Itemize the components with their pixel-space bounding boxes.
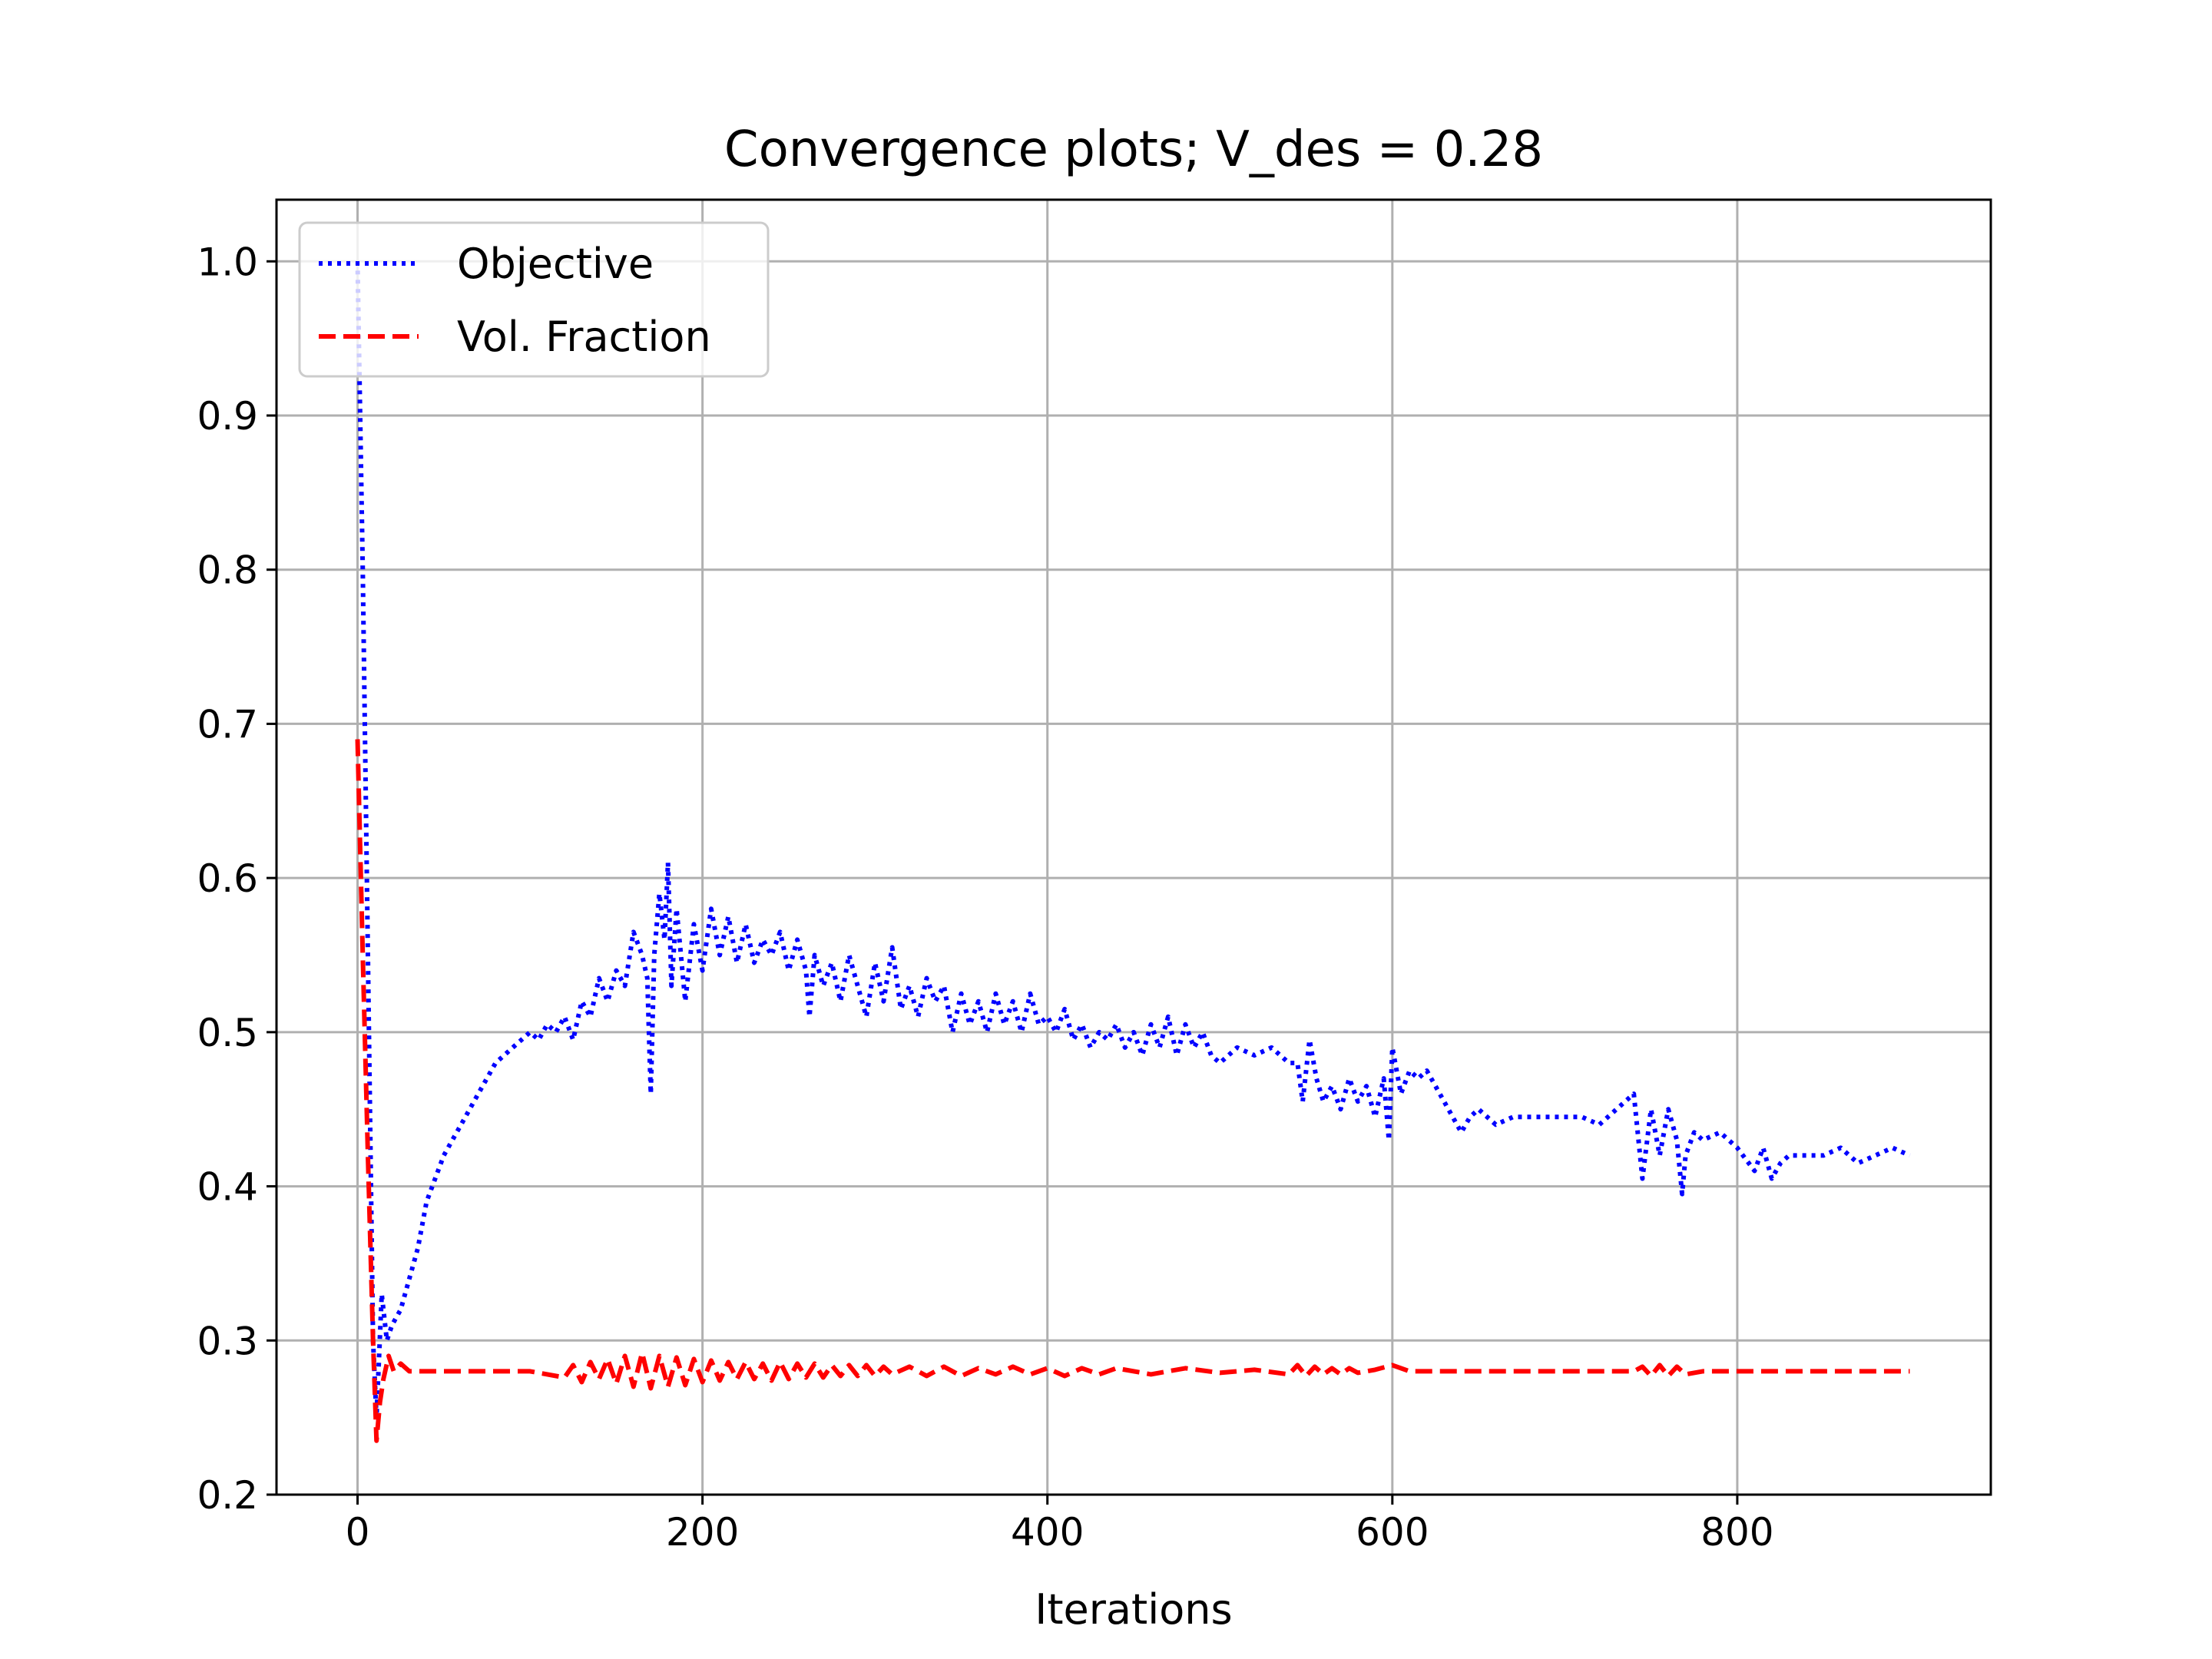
y-tick-label: 0.8 xyxy=(197,548,258,593)
series-line-objective xyxy=(355,261,1911,1420)
plot-frame xyxy=(275,198,1992,1496)
x-tick-label: 0 xyxy=(346,1510,370,1555)
grid xyxy=(276,200,1991,1496)
y-tick-label: 0.2 xyxy=(197,1473,258,1518)
y-tick-label: 0.9 xyxy=(197,394,258,439)
ticks: 0 200 400 600 800 0.2 0.3 0.4 0.5 0.6 0.7 0.8 0.9 1.0 xyxy=(197,240,1773,1555)
plot-area xyxy=(276,200,1991,1495)
y-tick-label: 0.6 xyxy=(197,856,258,901)
y-tick-label: 0.5 xyxy=(197,1011,258,1055)
series-layer xyxy=(355,261,1911,1443)
x-axis-label: Iterations xyxy=(1035,1585,1232,1634)
legend-box xyxy=(298,221,770,378)
y-tick-label: 0.3 xyxy=(197,1319,258,1363)
x-tick-label: 800 xyxy=(1700,1510,1773,1555)
series-line-vol-fraction xyxy=(355,739,1910,1443)
x-tick-label: 600 xyxy=(1356,1510,1429,1555)
x-tick-label: 200 xyxy=(666,1510,739,1555)
legend-label-vol-fraction: Vol. Fraction xyxy=(457,313,711,361)
legend: Objective Vol. Fraction xyxy=(298,221,770,378)
legend-label-objective: Objective xyxy=(457,240,654,288)
y-tick-label: 0.4 xyxy=(197,1165,258,1210)
y-tick-label: 1.0 xyxy=(197,240,258,284)
y-tick-label: 0.7 xyxy=(197,702,258,747)
x-tick-label: 400 xyxy=(1011,1510,1084,1555)
chart-title: Convergence plots; V_des = 0.28 xyxy=(724,121,1543,178)
